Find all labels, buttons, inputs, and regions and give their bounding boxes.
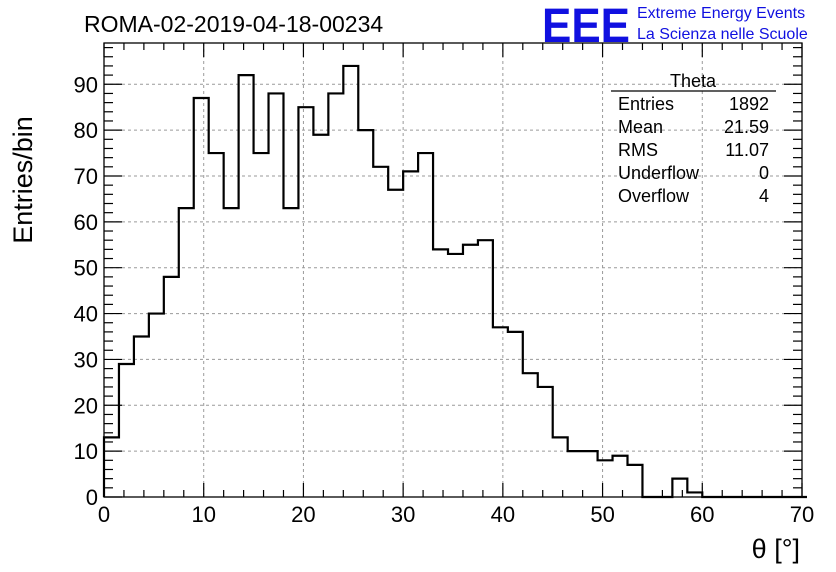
stats-row-label: Overflow	[618, 186, 690, 206]
histogram-bin	[553, 437, 568, 497]
histogram-bin	[269, 93, 284, 497]
histogram-bin	[538, 387, 553, 497]
stats-title: Theta	[670, 71, 717, 91]
logo-line1: Extreme Energy Events	[637, 5, 805, 22]
histogram-bin	[463, 245, 478, 497]
histogram-bin	[328, 93, 343, 497]
histogram-bin	[583, 451, 598, 497]
histogram-bin	[418, 153, 433, 497]
histogram-bin	[179, 208, 194, 497]
histogram-bin	[283, 208, 298, 497]
histogram-series	[102, 64, 807, 499]
histogram-bin	[224, 208, 239, 497]
y-tick-label: 20	[74, 393, 98, 418]
histogram-bin	[313, 135, 328, 497]
y-tick-label: 50	[74, 256, 98, 281]
x-tick-label: 40	[491, 502, 515, 527]
x-tick-label: 60	[690, 502, 714, 527]
histogram-bin	[448, 254, 463, 497]
y-tick-label: 90	[74, 72, 98, 97]
x-tick-label: 50	[590, 502, 614, 527]
stats-row-value: 11.07	[725, 140, 769, 160]
y-axis-title: Entries/bin	[8, 116, 38, 244]
histogram-bin	[149, 314, 164, 497]
histogram-bin	[433, 249, 448, 497]
y-tick-label: 60	[74, 210, 98, 235]
histogram-bin	[373, 167, 388, 497]
stats-row-label: RMS	[618, 140, 658, 160]
chart-title: ROMA-02-2019-04-18-00234	[84, 11, 383, 37]
stats-rows: Entries 1892 Mean 21.59 RMS 11.07 Underflow 0 Ov…	[618, 94, 769, 206]
histogram-bin	[134, 336, 149, 497]
axis-ticks	[103, 43, 803, 498]
stats-row-value: 0	[759, 163, 769, 183]
y-tick-label: 10	[74, 439, 98, 464]
histogram-bin	[478, 240, 493, 497]
y-tick-label: 30	[74, 347, 98, 372]
x-tick-label: 70	[790, 502, 814, 527]
histogram-bin	[598, 460, 613, 497]
stats-row-label: Underflow	[618, 163, 700, 183]
stats-row-label: Mean	[618, 117, 663, 137]
stats-row-value: 21.59	[724, 117, 769, 137]
histogram-bin	[254, 153, 269, 497]
y-tick-label: 0	[86, 485, 98, 510]
histogram-bin	[209, 153, 224, 497]
grid-lines	[104, 43, 802, 497]
x-tick-label: 0	[98, 502, 110, 527]
histogram-bin	[672, 479, 687, 497]
histogram-bin	[508, 332, 523, 497]
x-tick-label: 30	[391, 502, 415, 527]
plot-frame	[103, 42, 803, 498]
x-tick-label: 20	[291, 502, 315, 527]
histogram-outline	[102, 64, 807, 499]
histogram-bin	[239, 75, 254, 497]
stats-row-value: 1892	[729, 94, 769, 114]
histogram-bin	[164, 277, 179, 497]
y-tick-label: 80	[74, 118, 98, 143]
y-tick-label: 40	[74, 302, 98, 327]
statistics-box: Theta Entries 1892 Mean 21.59 RMS 11.07 Underf…	[611, 71, 776, 206]
histogram-bin	[613, 456, 628, 497]
x-tick-label: 10	[191, 502, 215, 527]
histogram-bin	[523, 373, 538, 497]
eee-logo: EEE Extreme Energy Events La Scienza nel…	[542, 0, 808, 53]
histogram-bin	[298, 107, 313, 497]
histogram-bin	[119, 364, 134, 497]
histogram-bin	[628, 465, 643, 497]
histogram-bin	[493, 327, 508, 497]
x-axis-title: θ [°]	[752, 534, 800, 564]
histogram-bin	[403, 171, 418, 497]
histogram-bin	[568, 451, 583, 497]
stats-row-label: Entries	[618, 94, 674, 114]
y-tick-label: 70	[74, 164, 98, 189]
logo-mark: EEE	[542, 0, 630, 53]
histogram-bin	[194, 98, 209, 497]
stats-row-value: 4	[759, 186, 769, 206]
logo-line2: La Scienza nelle Scuole	[637, 26, 808, 43]
